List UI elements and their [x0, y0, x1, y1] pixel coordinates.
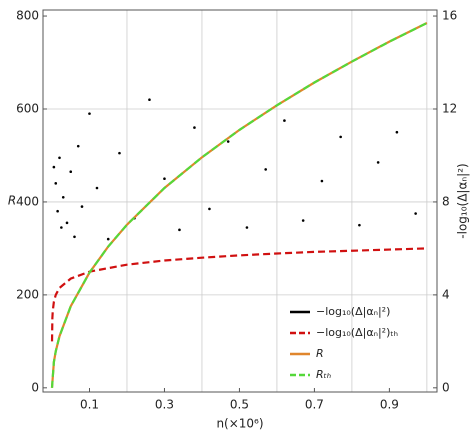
legend: −log₁₀(Δ|αₙ|²) −log₁₀(Δ|αₙ|²)ₜₕ R Rₜₕ — [290, 305, 398, 381]
legend-label: −log₁₀(Δ|αₙ|²)ₜₕ — [316, 326, 398, 339]
legend-label: R — [316, 347, 324, 360]
plot-frame — [42, 9, 438, 393]
data-point — [339, 135, 342, 139]
data-point — [414, 212, 417, 215]
series-line — [50, 22, 428, 388]
data-point — [118, 151, 121, 155]
y2-axis-label: -log₁₀(Δ|αₙ|²) — [456, 163, 470, 238]
data-point — [58, 156, 61, 160]
data-point — [301, 219, 305, 222]
data-point — [73, 235, 76, 239]
legend-label: −log₁₀(Δ|αₙ|²) — [316, 305, 390, 318]
data-point — [193, 126, 196, 129]
y2-tick-label: 16 — [442, 9, 457, 23]
data-point — [61, 195, 65, 199]
data-point — [54, 182, 58, 185]
y-tick-label: 200 — [16, 287, 39, 301]
data-point — [208, 207, 211, 211]
y2-tick-label: 4 — [442, 287, 450, 301]
data-point — [56, 209, 59, 213]
data-point — [60, 226, 63, 229]
data-point — [52, 165, 56, 169]
data-point — [358, 223, 361, 227]
data-point — [226, 140, 230, 143]
data-point — [69, 170, 73, 174]
data-point — [148, 98, 151, 101]
x-tick-label: 0.9 — [380, 398, 399, 412]
y-axis-label: R — [8, 194, 16, 208]
y-tick-label: 800 — [16, 9, 39, 23]
x-tick-label: 0.1 — [80, 398, 99, 412]
data-point — [320, 179, 324, 183]
y2-tick-label: 0 — [442, 380, 450, 394]
x-tick-label: 0.7 — [305, 398, 324, 412]
data-point — [178, 228, 181, 232]
data-point — [76, 144, 80, 148]
data-point — [163, 177, 166, 180]
data-point — [88, 112, 91, 115]
data-point — [106, 237, 110, 241]
y-tick-label: 600 — [16, 101, 39, 115]
data-point — [283, 119, 286, 122]
data-point — [65, 221, 69, 225]
series-line — [50, 247, 427, 342]
x-tick-label: 0.3 — [155, 398, 174, 412]
x-axis-label: n(×10⁶) — [216, 417, 263, 431]
data-point — [95, 186, 99, 190]
legend-label: Rₜₕ — [316, 368, 331, 381]
data-point — [80, 205, 84, 208]
y2-tick-label: 12 — [442, 101, 457, 115]
y-tick-label: 400 — [16, 194, 39, 208]
data-point — [264, 168, 267, 171]
data-point — [395, 130, 399, 134]
y2-tick-label: 8 — [442, 194, 450, 208]
data-point — [245, 226, 249, 229]
x-tick-label: 0.5 — [230, 398, 249, 412]
data-point — [376, 161, 380, 164]
y-tick-label: 0 — [31, 380, 39, 394]
